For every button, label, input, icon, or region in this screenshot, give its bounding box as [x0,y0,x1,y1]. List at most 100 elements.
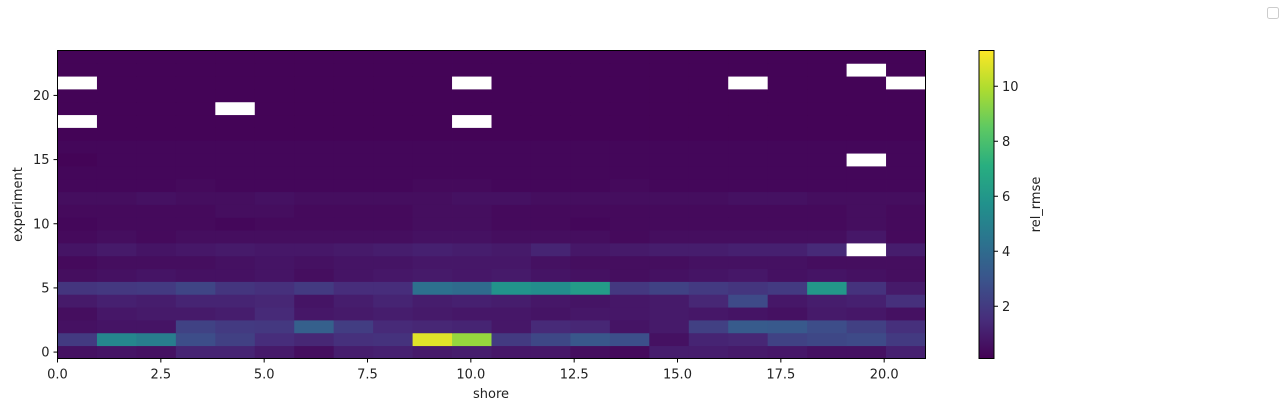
heatmap-cell [373,63,413,77]
heatmap-cell [767,140,808,154]
heatmap-cell [570,255,611,270]
heatmap-cell [609,332,650,347]
y-tick-label: 10 [33,217,50,232]
heatmap-cell [728,345,769,359]
heatmap-cell [649,191,690,205]
heatmap-cell [767,63,808,77]
heatmap-cell [333,307,374,321]
heatmap-cell [254,76,295,90]
heatmap-cell [254,255,295,270]
heatmap-cell-missing [57,114,98,128]
heatmap-cell [609,217,650,231]
heatmap-cell [136,89,177,103]
heatmap-cell [807,345,847,359]
heatmap-cell [294,101,335,116]
heatmap-cell [530,217,571,231]
heatmap-cell [846,294,887,308]
heatmap-cell [530,166,571,180]
heatmap-cell [846,178,887,193]
heatmap-cell [452,255,492,270]
heatmap-cell [649,63,690,77]
heatmap-cell [688,76,729,90]
heatmap-cell [728,268,769,282]
heatmap-cell [175,255,216,270]
heatmap-cell [96,101,137,116]
heatmap-cell [688,153,729,167]
heatmap-cell [333,101,374,116]
heatmap-cell [530,89,571,103]
heatmap-cell [96,217,137,231]
heatmap-cell [688,268,729,282]
heatmap-cell [412,345,453,359]
heatmap-cell [215,178,256,193]
heatmap-cell [491,114,532,128]
heatmap-cell [530,153,571,167]
heatmap-cell [175,114,216,128]
heatmap-cell [807,50,847,64]
heatmap-cell [649,294,690,308]
heatmap-cell [807,153,847,167]
heatmap-cell [846,332,887,347]
heatmap-cell [688,217,729,231]
heatmap-cell [846,281,887,295]
heatmap-cell [175,140,216,154]
y-axis-label: experiment [11,167,26,242]
heatmap-cell [491,153,532,167]
heatmap-cell [728,255,769,270]
heatmap-cell [96,166,137,180]
heatmap-cell [491,345,532,359]
heatmap-cell [412,307,453,321]
heatmap-cell [609,89,650,103]
heatmap-cell [570,294,611,308]
colorbar [978,50,995,359]
heatmap-cell [688,166,729,180]
heatmap-cell [412,178,453,193]
heatmap-cell [807,166,847,180]
heatmap-cell [886,166,926,180]
heatmap-cell [373,178,413,193]
y-tick-label: 5 [41,281,49,296]
x-tick-label: 15.0 [663,368,692,383]
heatmap-cell [728,243,769,257]
heatmap-cell [688,204,729,218]
heatmap-cell [807,101,847,116]
heatmap-cell [254,217,295,231]
heatmap-cell [254,204,295,218]
heatmap-cell [807,204,847,218]
heatmap-cell [609,255,650,270]
heatmap-cell [688,281,729,295]
heatmap-cell [491,63,532,77]
heatmap-cell [886,243,926,257]
heatmap-cell [294,307,335,321]
heatmap-cell [609,140,650,154]
colorbar-ticks: 2 4 6 8 10 [994,80,1019,315]
heatmap-cell [175,230,216,244]
heatmap-cell [412,255,453,270]
heatmap-cell [215,127,256,141]
heatmap-cell [373,127,413,141]
heatmap-cell [96,140,137,154]
heatmap-cell [530,268,571,282]
heatmap-cell [136,345,177,359]
heatmap-cell [767,153,808,167]
heatmap-cell [175,345,216,359]
heatmap-cell [294,140,335,154]
heatmap-cell [294,294,335,308]
heatmap-cell [846,217,887,231]
heatmap-cell [96,50,137,64]
heatmap-cell [491,178,532,193]
heatmap-cell [846,89,887,103]
heatmap-cell [649,166,690,180]
heatmap-cell [886,178,926,193]
heatmap-cell [333,243,374,257]
heatmap-cell [254,166,295,180]
heatmap-cell [294,204,335,218]
heatmap-cell [570,101,611,116]
heatmap-cell [412,153,453,167]
heatmap-cell [294,178,335,193]
heatmap-cell [649,50,690,64]
x-tick-label: 20.0 [870,368,899,383]
heatmap-cell [452,320,492,334]
heatmap-cell [373,204,413,218]
heatmap-cell [333,166,374,180]
